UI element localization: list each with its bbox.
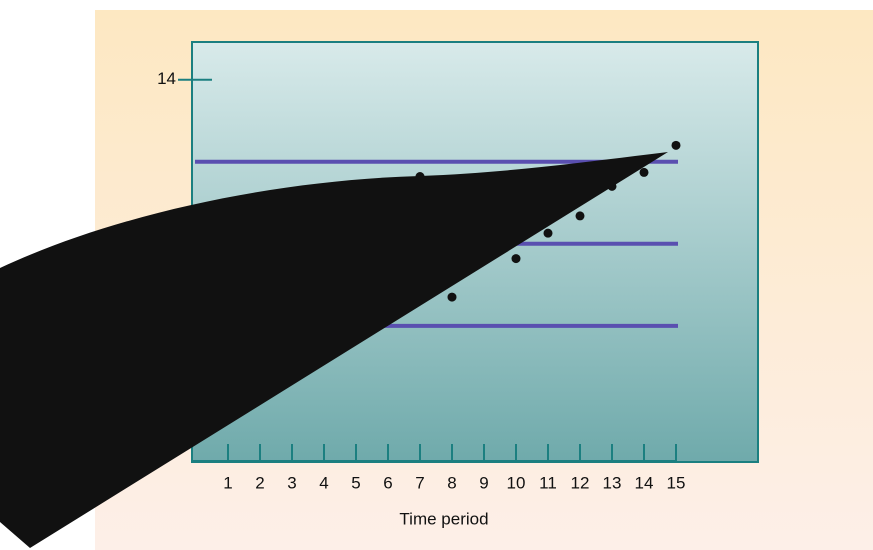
data-point — [511, 254, 521, 264]
x-tick-label: 9 — [479, 473, 488, 492]
x-tick-label: 12 — [571, 473, 590, 492]
x-tick-label: 2 — [255, 473, 264, 492]
x-tick-label: 15 — [667, 473, 686, 492]
data-point — [575, 211, 585, 221]
data-point — [447, 292, 457, 302]
x-axis-label: Time period — [399, 509, 488, 528]
x-tick-label: 4 — [319, 473, 328, 492]
x-tick-label: 1 — [223, 473, 232, 492]
x-tick-label: 7 — [415, 473, 424, 492]
y-tick-label: 14 — [157, 69, 176, 88]
x-tick-label: 14 — [635, 473, 654, 492]
x-tick-label: 3 — [287, 473, 296, 492]
x-tick-label: 8 — [447, 473, 456, 492]
x-tick-label: 13 — [603, 473, 622, 492]
data-point — [639, 167, 649, 177]
data-point — [671, 140, 681, 150]
occluding-shape — [0, 152, 668, 548]
x-tick-label: 5 — [351, 473, 360, 492]
x-tick-label: 10 — [507, 473, 526, 492]
data-point — [543, 228, 553, 238]
x-tick-label: 6 — [383, 473, 392, 492]
x-tick-label: 11 — [539, 473, 557, 492]
